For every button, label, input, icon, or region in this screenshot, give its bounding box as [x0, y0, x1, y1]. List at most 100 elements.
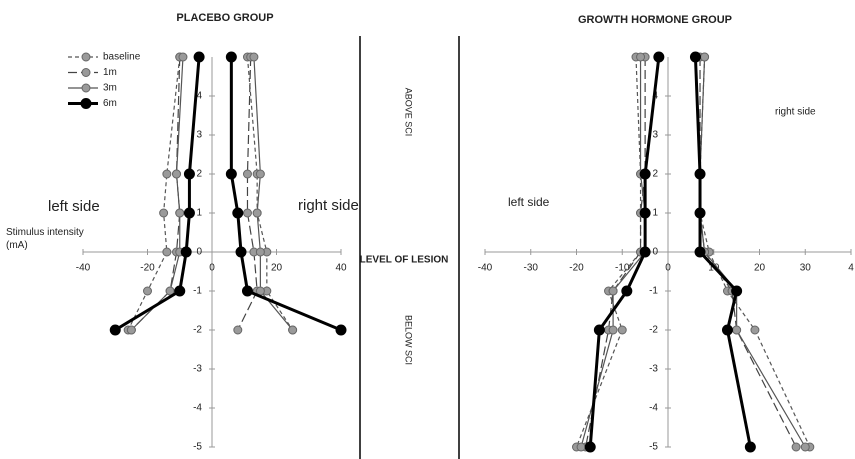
x-tick-label: 0 [665, 263, 671, 274]
point [175, 208, 185, 218]
point [800, 442, 810, 452]
point [584, 441, 596, 453]
side-label: right side [775, 107, 816, 118]
x-tick-label: -10 [615, 263, 630, 274]
point [744, 441, 756, 453]
point [636, 52, 646, 62]
x-tick-label: -20 [569, 263, 584, 274]
y-tick-label: -5 [649, 442, 658, 453]
point [639, 246, 651, 258]
y-tick-label: 4 [196, 91, 202, 102]
center-label: LEVEL OF LESION [360, 255, 449, 266]
y-tick-label: -3 [193, 364, 202, 375]
point [232, 207, 244, 219]
point [700, 52, 710, 62]
point [242, 208, 252, 218]
point [233, 325, 243, 335]
point [653, 51, 665, 63]
y-tick-label: -2 [649, 325, 658, 336]
point [225, 51, 237, 63]
point [178, 52, 188, 62]
side-label: left side [48, 198, 100, 215]
x-tick-label: 40 [335, 263, 347, 274]
y-tick-label: -4 [193, 403, 202, 414]
legend-marker [81, 68, 91, 77]
point [608, 286, 618, 296]
point [193, 51, 205, 63]
legend-label: baseline [103, 52, 141, 63]
point [165, 286, 175, 296]
side-label: left side [508, 195, 550, 209]
y-tick-label: -1 [649, 286, 658, 297]
point [183, 168, 195, 180]
point [731, 285, 743, 297]
point [109, 324, 121, 336]
x-tick-label: -40 [76, 263, 91, 274]
x-tick-label: 20 [271, 263, 283, 274]
point [621, 285, 633, 297]
x-tick-label: -30 [524, 263, 539, 274]
y-tick-label: -1 [193, 286, 202, 297]
point [159, 208, 169, 218]
point [689, 51, 701, 63]
series-line [246, 56, 294, 331]
point [593, 324, 605, 336]
legend-marker [81, 52, 91, 62]
point [639, 207, 651, 219]
point [174, 285, 186, 297]
point [172, 169, 182, 179]
center-label: ABOVE SCI [404, 88, 414, 137]
y-tick-label: -5 [193, 442, 202, 453]
legend-label: 1m [103, 67, 117, 78]
y-tick-label: 1 [196, 208, 202, 219]
y-tick-label: -2 [193, 325, 202, 336]
point [162, 247, 172, 257]
point [732, 325, 742, 335]
point [252, 208, 262, 218]
side-label: right side [298, 197, 359, 214]
point [241, 285, 253, 297]
point [180, 246, 192, 258]
point [617, 325, 627, 335]
point [162, 169, 172, 179]
y-tick-label: 2 [196, 169, 202, 180]
point [288, 325, 298, 335]
y-tick-label: 0 [652, 247, 658, 258]
y-tick-label: -3 [649, 364, 658, 375]
series-line [114, 56, 201, 332]
point [639, 168, 651, 180]
point [126, 325, 136, 335]
x-tick-label: 30 [800, 263, 812, 274]
series-line [127, 56, 181, 331]
point [235, 246, 247, 258]
y-tick-label: 1 [652, 208, 658, 219]
point [255, 247, 265, 257]
x-tick-label: 20 [754, 263, 766, 274]
y-tick-label: -4 [649, 403, 658, 414]
legend-label: 3m [103, 83, 117, 94]
point [225, 168, 237, 180]
point [791, 442, 801, 452]
legend-marker [81, 83, 91, 93]
chart-title: PLACEBO GROUP [176, 12, 273, 24]
chart-title: GROWTH HORMONE GROUP [578, 14, 732, 26]
point [249, 52, 259, 62]
point [335, 324, 347, 336]
legend-marker [80, 98, 92, 109]
x-tick-label: 0 [209, 263, 215, 274]
series-line [229, 57, 342, 332]
y-tick-label: 2 [652, 169, 658, 180]
point [694, 246, 706, 258]
y-tick-label: 3 [652, 130, 658, 141]
y-tick-label: 3 [196, 130, 202, 141]
point [183, 207, 195, 219]
point [242, 169, 252, 179]
x-tick-label: -20 [140, 263, 155, 274]
y-tick-label: 0 [196, 247, 202, 258]
x-tick-label: 4 [848, 263, 854, 274]
point [721, 324, 733, 336]
series-line [130, 56, 184, 331]
point [750, 325, 760, 335]
